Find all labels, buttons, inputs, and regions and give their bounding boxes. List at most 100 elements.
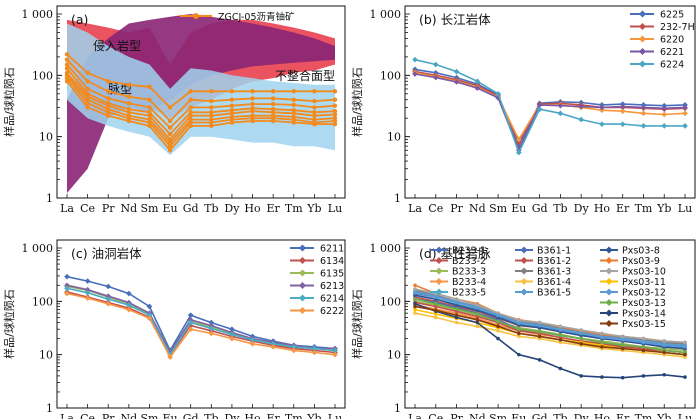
- plot-frame: [56, 5, 346, 199]
- data-point: [126, 107, 132, 112]
- data-point: [557, 102, 564, 109]
- legend-marker: [605, 277, 613, 286]
- data-point: [126, 82, 132, 88]
- legend-marker: [520, 277, 528, 286]
- legend-label: 6221: [660, 47, 684, 58]
- legend-label: B361-5: [537, 288, 571, 299]
- legend-marker: [435, 256, 443, 265]
- y-tick-label: 1: [394, 192, 401, 205]
- data-point: [413, 293, 417, 298]
- data-point: [453, 68, 460, 75]
- data-point: [619, 108, 626, 115]
- data-point: [147, 123, 152, 129]
- series-line-1: [66, 59, 336, 123]
- data-point: [516, 136, 522, 143]
- x-tick-label-La: La: [408, 412, 422, 419]
- x-tick-label-Ho: Ho: [244, 202, 261, 215]
- data-point: [332, 351, 338, 358]
- data-point: [106, 79, 111, 84]
- x-tick-label-La: La: [60, 412, 74, 419]
- data-point: [620, 334, 625, 339]
- y-tick-label: 1: [46, 402, 53, 415]
- data-point: [641, 374, 646, 378]
- series-line-0: [66, 53, 335, 109]
- data-point: [64, 57, 70, 62]
- data-point: [579, 336, 583, 341]
- data-point: [475, 320, 480, 325]
- data-point: [641, 336, 646, 341]
- data-point: [311, 349, 318, 356]
- data-point: [85, 101, 90, 106]
- data-point: [312, 113, 317, 118]
- data-point: [250, 118, 255, 124]
- data-point: [536, 102, 543, 108]
- plot-frame: [404, 5, 696, 199]
- data-point: [147, 113, 152, 118]
- y-axis-label: 样品/球粒陨石: [2, 289, 16, 359]
- data-point: [167, 118, 173, 124]
- data-point: [64, 75, 70, 81]
- data-point: [413, 304, 417, 309]
- data-point: [432, 61, 439, 68]
- data-point: [558, 328, 563, 332]
- data-point: [126, 118, 132, 124]
- legend-marker: [638, 60, 647, 68]
- plot-frame: [404, 239, 696, 409]
- y-axis-label: 样品/球粒陨石: [350, 289, 364, 359]
- legend-marker: [298, 256, 307, 265]
- x-tick-label-Lu: Lu: [328, 202, 342, 215]
- data-point: [312, 105, 317, 110]
- legend-label: Pxs03-11: [622, 277, 666, 288]
- y-axis-label: 样品/球粒陨石: [2, 67, 16, 137]
- series-line-7: [66, 80, 335, 152]
- legend-label: B361-2: [537, 256, 571, 267]
- x-tick-label-Sm: Sm: [140, 412, 159, 419]
- y-tick-label: 100: [380, 295, 401, 308]
- legend-marker: [520, 256, 528, 265]
- legend-label: B361-1: [537, 246, 571, 257]
- data-point: [537, 358, 542, 362]
- panel-1: 1 10 100 1 000 La Ce Pr Nd Sm Eu Gd Tb Dy Ho Er Tm Yb Lu 样…: [350, 5, 696, 215]
- data-point: [147, 120, 152, 125]
- y-tick-label: 10: [39, 131, 53, 144]
- data-point: [682, 104, 688, 111]
- x-tick-label-Gd: Gd: [532, 412, 548, 419]
- y-tick-label: 10: [387, 131, 401, 144]
- data-point: [167, 143, 173, 149]
- x-tick-label-Yb: Yb: [306, 412, 321, 419]
- data-point: [495, 90, 501, 97]
- data-point: [270, 344, 276, 350]
- data-point: [578, 116, 584, 123]
- data-point: [106, 110, 111, 115]
- series-line-15: [414, 298, 686, 354]
- data-point: [620, 343, 625, 348]
- data-point: [64, 79, 70, 84]
- legend-label: Pxs03-9: [622, 256, 660, 267]
- x-tick-label-Gd: Gd: [183, 202, 199, 215]
- x-tick-label-Eu: Eu: [511, 412, 526, 419]
- y-tick-label: 1 000: [370, 8, 402, 21]
- data-point: [661, 123, 668, 129]
- x-tick-label-Lu: Lu: [678, 202, 692, 215]
- x-tick-label-Tb: Tb: [553, 412, 567, 419]
- data-point: [662, 372, 667, 377]
- data-point: [106, 103, 111, 108]
- data-point: [270, 340, 276, 347]
- x-tick-label-Eu: Eu: [163, 412, 178, 419]
- series-line-12: [414, 288, 686, 344]
- y-tick-label: 10: [39, 349, 53, 362]
- data-point: [558, 337, 563, 342]
- data-point: [126, 306, 132, 313]
- data-point: [126, 101, 132, 106]
- data-point: [433, 315, 438, 320]
- data-point: [209, 113, 214, 118]
- legend-marker: [435, 288, 443, 296]
- data-point: [290, 347, 297, 354]
- data-point: [453, 79, 460, 85]
- data-point: [517, 334, 521, 339]
- x-tick-label-La: La: [60, 202, 74, 215]
- data-point: [208, 319, 215, 326]
- data-point: [188, 123, 193, 129]
- data-point: [412, 71, 418, 77]
- data-point: [229, 326, 235, 333]
